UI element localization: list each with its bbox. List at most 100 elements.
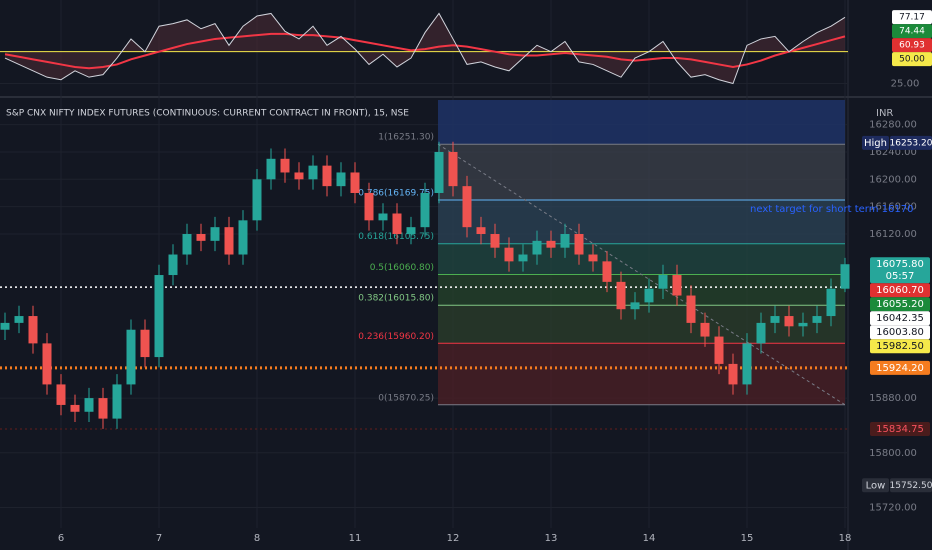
x-tick-label: 14 xyxy=(643,533,656,544)
fib-label: 0.786(16169.75) xyxy=(358,188,434,198)
fib-label: 0.618(16105.75) xyxy=(358,232,434,242)
candle-body xyxy=(518,254,528,262)
candle-body xyxy=(560,234,570,248)
candle-body xyxy=(686,295,696,323)
price-badge-text: 15752.50 xyxy=(890,481,932,491)
y-tick-label: 15880.00 xyxy=(869,393,917,404)
badge-tag-text: High xyxy=(864,138,887,149)
candle-body xyxy=(84,398,94,412)
fib-label: 0.236(15960.20) xyxy=(358,332,434,342)
candle-body xyxy=(462,186,472,228)
candle-body xyxy=(616,281,626,310)
price-badge xyxy=(870,297,930,312)
candle-body xyxy=(0,322,10,330)
candle-body xyxy=(112,384,122,419)
price-badge xyxy=(892,52,932,67)
candle-body xyxy=(28,316,38,344)
candle-body xyxy=(490,234,500,248)
price-badge-text: 60.93 xyxy=(899,41,925,51)
candle-body xyxy=(406,227,416,235)
y-tick-label: 16240.00 xyxy=(869,147,917,158)
candle-body xyxy=(392,213,402,235)
x-tick-label: 15 xyxy=(741,533,754,544)
price-badge-text: 16003.80 xyxy=(876,327,924,338)
price-badge-text: 16042.35 xyxy=(876,313,924,324)
price-badge-sub: 05:57 xyxy=(886,271,915,282)
candle-body xyxy=(588,254,598,262)
candle-body xyxy=(742,343,752,385)
candle-body xyxy=(546,240,556,248)
fib-label: 0(15870.25) xyxy=(378,393,434,403)
candle-body xyxy=(476,227,486,235)
x-tick-label: 12 xyxy=(447,533,460,544)
price-badge-text: 77.17 xyxy=(899,13,925,23)
fib-label: 1(16251.30) xyxy=(378,133,434,143)
fib-zone xyxy=(438,100,845,145)
candle-body xyxy=(168,254,178,276)
candle-body xyxy=(364,192,374,221)
candle-body xyxy=(826,288,836,317)
price-badge-text: 50.00 xyxy=(899,55,925,65)
price-badge xyxy=(870,339,930,354)
candle-body xyxy=(224,227,234,255)
rsi-line xyxy=(4,12,846,85)
candle-body xyxy=(420,192,430,228)
candle-body xyxy=(140,329,150,358)
candle-body xyxy=(266,158,276,180)
price-badge xyxy=(890,135,932,150)
rsi-ma-line xyxy=(4,32,846,70)
badge-tag xyxy=(862,135,889,150)
candle-body xyxy=(672,275,682,296)
price-badge xyxy=(892,10,932,25)
fib-zone xyxy=(438,199,845,244)
candle-body xyxy=(840,264,850,289)
price-badge-text: 16060.70 xyxy=(876,285,924,296)
candle-body xyxy=(182,234,192,255)
price-badge-text: 16253.20 xyxy=(890,138,932,148)
price-badge xyxy=(870,325,930,340)
price-badge-text: 15982.50 xyxy=(876,341,924,352)
candle-body xyxy=(238,220,248,255)
y-tick-label: 16160.00 xyxy=(869,202,917,213)
candle-body xyxy=(714,336,724,364)
candle-body xyxy=(658,275,668,289)
fib-trend xyxy=(437,143,846,406)
price-badge-text: 16055.20 xyxy=(876,299,924,310)
x-tick-label: 13 xyxy=(545,533,558,544)
y-tick-label: 15800.00 xyxy=(869,448,917,459)
fib-label: 0.5(16060.80) xyxy=(370,263,434,273)
candle-body xyxy=(280,158,290,173)
fib-label: 0.382(16015.80) xyxy=(358,294,434,304)
candle-body xyxy=(770,316,780,323)
candle-body xyxy=(504,247,514,262)
badge-tag xyxy=(862,478,889,493)
x-tick-label: 11 xyxy=(349,533,362,544)
candle-body xyxy=(784,316,794,327)
fib-zone xyxy=(438,343,845,405)
x-tick-label: 7 xyxy=(156,533,162,544)
candle-body xyxy=(700,322,710,337)
candle-body xyxy=(210,227,220,241)
price-badge xyxy=(870,283,930,298)
candle-body xyxy=(294,172,304,180)
price-badge xyxy=(870,422,930,437)
candle-body xyxy=(42,343,52,385)
price-badge xyxy=(890,478,932,493)
price-badge-text: 16075.80 xyxy=(876,259,924,270)
fib-zone xyxy=(438,274,845,306)
currency: INR xyxy=(876,108,893,119)
candle-body xyxy=(448,151,458,187)
candle-body xyxy=(756,322,766,344)
candle-body xyxy=(252,179,262,221)
candle-body xyxy=(322,165,332,187)
chart-title: S&P CNX NIFTY INDEX FUTURES (CONTINUOUS:… xyxy=(6,109,409,119)
candle-body xyxy=(602,261,612,282)
candle-body xyxy=(126,329,136,385)
price-badge xyxy=(892,24,932,39)
price-badge-text: 74.44 xyxy=(899,27,925,37)
candle-body xyxy=(728,363,738,385)
candle-body xyxy=(308,165,318,180)
candle-body xyxy=(14,316,24,323)
fib-zone xyxy=(438,144,845,200)
